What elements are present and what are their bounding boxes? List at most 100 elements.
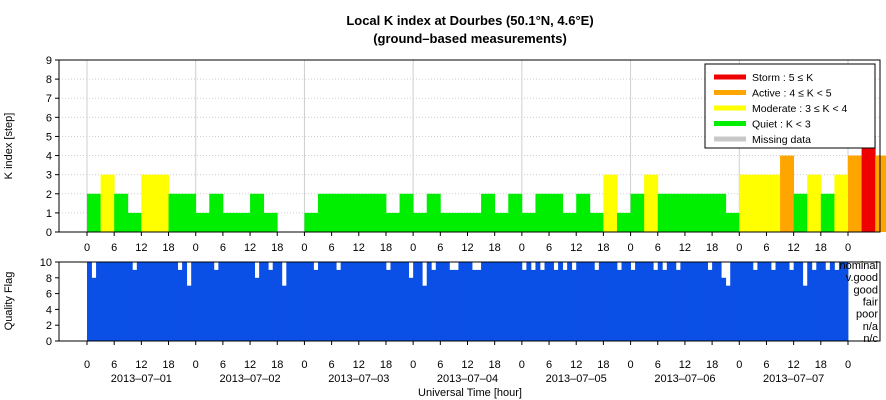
quality-bar	[689, 262, 695, 341]
quality-bar	[490, 262, 496, 341]
quality-level-label: fair	[863, 297, 879, 309]
k-bar	[562, 212, 577, 232]
k-bar	[820, 193, 835, 232]
quality-bar	[136, 262, 142, 341]
k-xtick-label: 18	[380, 242, 392, 254]
quality-bar	[680, 262, 686, 341]
k-bar	[154, 174, 169, 232]
k-bar	[331, 193, 346, 232]
quality-xtick-label: 18	[489, 359, 501, 371]
quality-bar	[626, 262, 631, 341]
k-xtick-label: 18	[815, 242, 827, 254]
k-xtick-label: 12	[679, 242, 691, 254]
quality-bar	[635, 262, 641, 341]
quality-bar	[268, 269, 274, 341]
quality-bar	[363, 262, 369, 341]
quality-frame	[58, 261, 881, 342]
k-bar	[127, 212, 142, 232]
k-xtick-label: 6	[763, 242, 769, 254]
quality-bar	[639, 262, 645, 341]
quality-bar	[467, 262, 473, 341]
quality-bar	[345, 262, 351, 341]
quality-bar	[567, 262, 573, 341]
quality-bar	[725, 285, 731, 341]
quality-bar	[503, 262, 509, 341]
legend-label: Moderate : 3 ≤ K < 4	[752, 103, 848, 115]
k-bar	[807, 174, 822, 232]
k-xtick-label: 6	[546, 242, 552, 254]
quality-bar	[544, 262, 550, 341]
k-bar	[141, 174, 156, 232]
quality-bar	[820, 262, 826, 341]
quality-bar	[616, 269, 622, 341]
k-bar	[644, 174, 659, 232]
quality-bar	[693, 262, 699, 341]
k-xtick-label: 18	[162, 242, 174, 254]
quality-bar	[231, 262, 237, 341]
k-bar	[358, 193, 373, 232]
quality-xtick-label: 0	[519, 359, 525, 371]
quality-bar	[250, 262, 256, 341]
quality-bar	[734, 262, 740, 341]
quality-bar	[816, 262, 822, 341]
quality-bar	[227, 262, 233, 341]
quality-bar	[186, 285, 192, 341]
quality-bar	[476, 269, 482, 341]
k-bar	[603, 174, 618, 232]
quality-bar	[716, 262, 722, 341]
quality-bar	[707, 269, 713, 341]
quality-bar	[331, 262, 337, 341]
k-bar	[766, 174, 781, 232]
quality-bar	[748, 262, 754, 341]
quality-bar	[829, 262, 835, 341]
quality-bar	[770, 269, 776, 341]
k-bar	[440, 212, 455, 232]
k-bar	[168, 193, 183, 232]
quality-bar	[164, 262, 169, 341]
quality-bar	[173, 262, 178, 341]
k-ytick-label: 6	[46, 112, 52, 124]
k-bar	[399, 193, 414, 232]
quality-xtick-label: 12	[244, 359, 256, 371]
k-bar	[630, 193, 645, 232]
k-xtick-label: 12	[570, 242, 582, 254]
k-xtick-label: 0	[736, 242, 742, 254]
k-bar	[875, 155, 886, 232]
quality-bar	[743, 262, 749, 341]
quality-bar	[417, 262, 423, 341]
quality-bar	[703, 262, 708, 341]
quality-bar	[395, 262, 400, 341]
quality-bar	[571, 269, 577, 341]
quality-bar	[286, 262, 292, 341]
k-bar	[372, 193, 387, 232]
quality-bar	[358, 262, 364, 341]
quality-bar	[512, 262, 518, 341]
quality-bar	[766, 262, 772, 341]
quality-bar	[449, 269, 455, 341]
k-xtick-label: 18	[271, 242, 283, 254]
quality-bar	[684, 262, 690, 341]
quality-bar	[453, 269, 459, 341]
quality-bar	[562, 269, 568, 341]
quality-xtick-label: 12	[461, 359, 473, 371]
quality-bar	[712, 262, 718, 341]
quality-level-label: n/c	[863, 333, 878, 345]
quality-level-label: poor	[856, 309, 878, 321]
k-xtick-label: 18	[597, 242, 609, 254]
quality-bar	[336, 269, 342, 341]
k-bar	[861, 136, 876, 232]
quality-xtick-label: 12	[353, 359, 365, 371]
quality-bar	[558, 262, 564, 341]
quality-xtick-label: 12	[135, 359, 147, 371]
quality-bar	[118, 262, 124, 341]
chart-subtitle: (ground–based measurements)	[373, 31, 567, 46]
quality-bar	[435, 262, 441, 341]
quality-bar	[327, 262, 333, 341]
k-bar	[100, 174, 115, 232]
date-label: 2013–07–03	[328, 373, 389, 385]
quality-bar	[630, 269, 636, 341]
k-bar	[222, 212, 237, 232]
k-xtick-label: 6	[329, 242, 335, 254]
